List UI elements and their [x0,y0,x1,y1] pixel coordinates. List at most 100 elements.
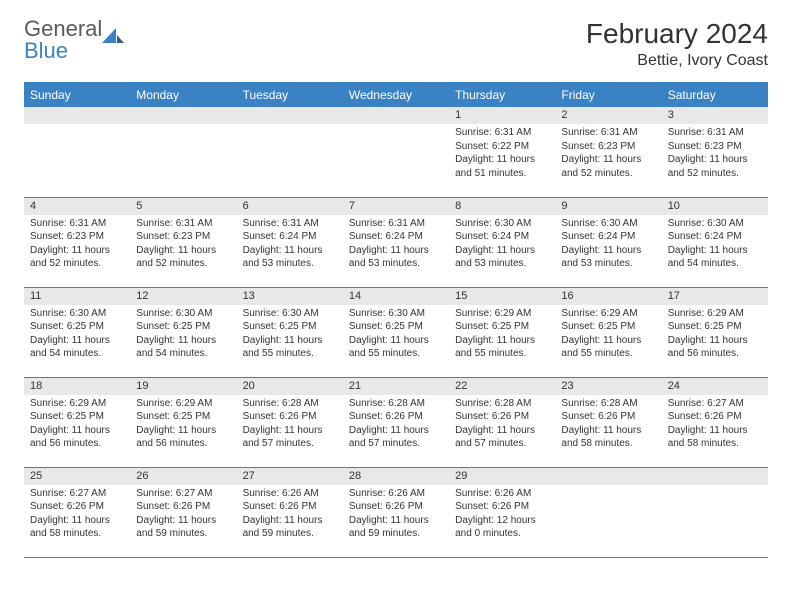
calendar-row: 4Sunrise: 6:31 AMSunset: 6:23 PMDaylight… [24,197,768,287]
day-number: 25 [24,468,130,485]
sunset-text: Sunset: 6:26 PM [349,410,443,424]
day-number: 28 [343,468,449,485]
cell-body: Sunrise: 6:28 AMSunset: 6:26 PMDaylight:… [449,395,555,455]
cell-body: Sunrise: 6:26 AMSunset: 6:26 PMDaylight:… [343,485,449,545]
sunrise-text: Sunrise: 6:30 AM [30,307,124,321]
cell-body: Sunrise: 6:30 AMSunset: 6:25 PMDaylight:… [130,305,236,365]
sunset-text: Sunset: 6:22 PM [455,140,549,154]
day-number: 5 [130,198,236,215]
calendar-table: SundayMondayTuesdayWednesdayThursdayFrid… [24,82,768,558]
logo-line1: General [24,18,102,40]
sunset-text: Sunset: 6:26 PM [136,500,230,514]
cell-body: Sunrise: 6:30 AMSunset: 6:24 PMDaylight:… [662,215,768,275]
day-number: 24 [662,378,768,395]
day-number: 10 [662,198,768,215]
sunrise-text: Sunrise: 6:28 AM [561,397,655,411]
calendar-cell: 26Sunrise: 6:27 AMSunset: 6:26 PMDayligh… [130,467,236,557]
day-number: 20 [237,378,343,395]
day-number: 13 [237,288,343,305]
day-number [130,107,236,124]
day-number [662,468,768,485]
calendar-cell: 28Sunrise: 6:26 AMSunset: 6:26 PMDayligh… [343,467,449,557]
sunrise-text: Sunrise: 6:29 AM [136,397,230,411]
calendar-cell: 18Sunrise: 6:29 AMSunset: 6:25 PMDayligh… [24,377,130,467]
weekday-header: Saturday [662,83,768,108]
calendar-row: 11Sunrise: 6:30 AMSunset: 6:25 PMDayligh… [24,287,768,377]
sunset-text: Sunset: 6:24 PM [349,230,443,244]
calendar-cell: 3Sunrise: 6:31 AMSunset: 6:23 PMDaylight… [662,107,768,197]
calendar-cell: 4Sunrise: 6:31 AMSunset: 6:23 PMDaylight… [24,197,130,287]
calendar-cell: 7Sunrise: 6:31 AMSunset: 6:24 PMDaylight… [343,197,449,287]
daylight-text: Daylight: 11 hours and 51 minutes. [455,153,549,180]
cell-body: Sunrise: 6:29 AMSunset: 6:25 PMDaylight:… [130,395,236,455]
sunset-text: Sunset: 6:26 PM [561,410,655,424]
cell-body: Sunrise: 6:31 AMSunset: 6:23 PMDaylight:… [662,124,768,184]
calendar-cell: 29Sunrise: 6:26 AMSunset: 6:26 PMDayligh… [449,467,555,557]
calendar-cell: 24Sunrise: 6:27 AMSunset: 6:26 PMDayligh… [662,377,768,467]
calendar-cell: 14Sunrise: 6:30 AMSunset: 6:25 PMDayligh… [343,287,449,377]
day-number: 18 [24,378,130,395]
calendar-cell: 13Sunrise: 6:30 AMSunset: 6:25 PMDayligh… [237,287,343,377]
calendar-cell: 25Sunrise: 6:27 AMSunset: 6:26 PMDayligh… [24,467,130,557]
calendar-cell [237,107,343,197]
sunset-text: Sunset: 6:26 PM [30,500,124,514]
daylight-text: Daylight: 11 hours and 55 minutes. [243,334,337,361]
calendar-cell: 2Sunrise: 6:31 AMSunset: 6:23 PMDaylight… [555,107,661,197]
cell-body: Sunrise: 6:29 AMSunset: 6:25 PMDaylight:… [24,395,130,455]
sunset-text: Sunset: 6:23 PM [30,230,124,244]
sunset-text: Sunset: 6:25 PM [136,320,230,334]
day-number: 1 [449,107,555,124]
calendar-cell: 21Sunrise: 6:28 AMSunset: 6:26 PMDayligh… [343,377,449,467]
calendar-cell [24,107,130,197]
daylight-text: Daylight: 11 hours and 59 minutes. [243,514,337,541]
calendar-cell: 23Sunrise: 6:28 AMSunset: 6:26 PMDayligh… [555,377,661,467]
calendar-cell: 8Sunrise: 6:30 AMSunset: 6:24 PMDaylight… [449,197,555,287]
day-number: 23 [555,378,661,395]
day-number: 21 [343,378,449,395]
cell-body: Sunrise: 6:30 AMSunset: 6:25 PMDaylight:… [237,305,343,365]
sunset-text: Sunset: 6:26 PM [243,410,337,424]
daylight-text: Daylight: 11 hours and 56 minutes. [668,334,762,361]
sunset-text: Sunset: 6:24 PM [455,230,549,244]
sunrise-text: Sunrise: 6:31 AM [668,126,762,140]
cell-body: Sunrise: 6:26 AMSunset: 6:26 PMDaylight:… [237,485,343,545]
daylight-text: Daylight: 11 hours and 54 minutes. [668,244,762,271]
cell-body: Sunrise: 6:30 AMSunset: 6:24 PMDaylight:… [449,215,555,275]
sunrise-text: Sunrise: 6:31 AM [30,217,124,231]
sunrise-text: Sunrise: 6:30 AM [561,217,655,231]
sail-icon [102,28,124,46]
cell-body: Sunrise: 6:31 AMSunset: 6:22 PMDaylight:… [449,124,555,184]
daylight-text: Daylight: 11 hours and 52 minutes. [30,244,124,271]
day-number: 14 [343,288,449,305]
sunrise-text: Sunrise: 6:29 AM [561,307,655,321]
cell-body: Sunrise: 6:26 AMSunset: 6:26 PMDaylight:… [449,485,555,545]
logo-line2: Blue [24,40,102,62]
sunrise-text: Sunrise: 6:31 AM [136,217,230,231]
day-number [555,468,661,485]
day-number: 15 [449,288,555,305]
calendar-cell: 17Sunrise: 6:29 AMSunset: 6:25 PMDayligh… [662,287,768,377]
sunrise-text: Sunrise: 6:28 AM [349,397,443,411]
logo-text-block: General Blue [24,18,102,62]
cell-body: Sunrise: 6:29 AMSunset: 6:25 PMDaylight:… [555,305,661,365]
cell-body: Sunrise: 6:28 AMSunset: 6:26 PMDaylight:… [237,395,343,455]
weekday-row: SundayMondayTuesdayWednesdayThursdayFrid… [24,83,768,108]
day-number: 12 [130,288,236,305]
cell-body: Sunrise: 6:28 AMSunset: 6:26 PMDaylight:… [555,395,661,455]
calendar-cell: 15Sunrise: 6:29 AMSunset: 6:25 PMDayligh… [449,287,555,377]
sunset-text: Sunset: 6:25 PM [668,320,762,334]
daylight-text: Daylight: 11 hours and 52 minutes. [668,153,762,180]
daylight-text: Daylight: 11 hours and 53 minutes. [561,244,655,271]
calendar-cell: 12Sunrise: 6:30 AMSunset: 6:25 PMDayligh… [130,287,236,377]
calendar-row: 18Sunrise: 6:29 AMSunset: 6:25 PMDayligh… [24,377,768,467]
daylight-text: Daylight: 11 hours and 58 minutes. [30,514,124,541]
sunset-text: Sunset: 6:25 PM [30,320,124,334]
sunset-text: Sunset: 6:26 PM [243,500,337,514]
title-block: February 2024 Bettie, Ivory Coast [586,18,768,70]
sunset-text: Sunset: 6:26 PM [455,410,549,424]
day-number: 19 [130,378,236,395]
calendar-body: 1Sunrise: 6:31 AMSunset: 6:22 PMDaylight… [24,107,768,557]
sunrise-text: Sunrise: 6:27 AM [136,487,230,501]
sunrise-text: Sunrise: 6:31 AM [561,126,655,140]
sunset-text: Sunset: 6:25 PM [561,320,655,334]
